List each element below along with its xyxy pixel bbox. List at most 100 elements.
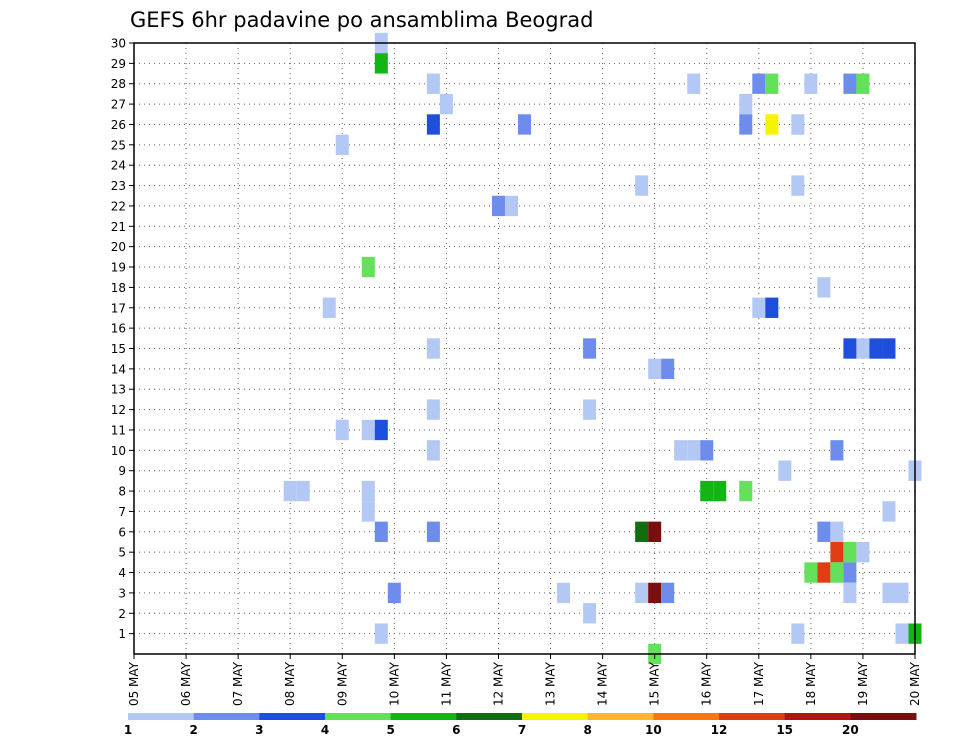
colorbar-label: 5 [386,723,394,737]
x-tick-label: 20 MAY [908,661,922,706]
data-cell [583,399,597,420]
data-cell [426,440,440,461]
data-cell [830,541,844,563]
x-tick-label: 16 MAY [700,661,714,706]
data-cell [856,541,870,563]
y-tick-label: 10 [111,444,126,458]
data-cell [739,480,753,502]
data-cell [674,440,688,461]
data-cell [856,73,870,94]
y-tick-label: 22 [111,199,126,213]
data-cell [374,521,388,542]
data-cell [713,480,727,502]
data-cell [687,440,701,461]
data-cell [361,256,375,278]
y-tick-label: 15 [111,342,126,356]
data-cell [804,562,818,583]
colorbar-label: 8 [583,723,591,737]
colorbar-label: 7 [518,723,526,737]
data-cell [583,603,597,624]
data-cell [648,358,662,380]
y-tick-label: 5 [118,546,126,560]
data-cell [361,480,375,502]
data-cell [739,114,753,135]
colorbar-swatch [325,713,392,720]
x-tick-label: 19 MAY [856,661,870,706]
data-cell [557,582,571,604]
data-cell [830,521,844,542]
y-tick-label: 25 [111,138,126,152]
data-cell [700,480,714,502]
colorbar-swatch [456,713,523,720]
data-cell [426,338,440,359]
y-tick-label: 18 [111,281,126,295]
data-cell [426,399,440,420]
data-cell [882,338,896,359]
data-cell [283,480,297,502]
data-cell [830,440,844,461]
data-cell [426,521,440,542]
x-tick-label: 07 MAY [231,661,245,706]
data-cell [648,582,662,604]
x-axis: 05 MAY 06 MAY 07 MAY 08 MAY 09 MAY 10 MAY 11 M… [127,654,922,706]
colorbar-label: 1 [124,723,132,737]
y-tick-label: 27 [111,98,126,112]
data-cell [843,73,857,94]
y-tick-label: 23 [111,179,126,193]
data-cell [426,114,440,135]
data-cell [504,195,518,217]
data-cell [895,582,909,604]
colorbar-swatch [522,713,589,720]
y-tick-label: 6 [118,525,126,539]
data-cell [635,175,649,196]
data-cell [817,562,831,583]
data-cell [869,338,883,359]
colorbar-swatch [390,713,457,720]
y-tick-label: 29 [111,57,126,71]
y-tick-label: 4 [118,566,126,580]
y-tick-label: 9 [118,464,126,478]
colorbar-label: 6 [452,723,460,737]
data-cell [791,114,805,135]
data-cell [752,73,766,94]
data-cells [283,32,922,665]
data-cell [895,623,909,644]
data-cell [882,501,896,522]
data-cell [765,297,779,318]
colorbar-label: 12 [711,723,728,737]
y-tick-label: 11 [111,423,126,437]
data-cell [387,582,401,604]
data-cell [491,195,505,217]
colorbar-swatch [587,713,654,720]
y-tick-label: 30 [111,37,126,51]
data-cell [335,419,349,441]
data-cell [765,114,779,135]
y-tick-label: 1 [118,627,126,641]
data-cell [765,73,779,94]
x-tick-label: 15 MAY [648,661,662,706]
data-cell [791,623,805,644]
data-cell [361,501,375,522]
data-cell [361,419,375,441]
colorbar-label: 2 [189,723,197,737]
y-tick-label: 26 [111,118,126,132]
data-cell [817,277,831,298]
data-cell [661,358,675,380]
colorbar-swatch [850,713,917,720]
colorbar-label: 4 [321,723,329,737]
data-cell [791,175,805,196]
data-cell [843,338,857,359]
y-tick-label: 13 [111,383,126,397]
data-cell [882,582,896,604]
x-tick-label: 10 MAY [387,661,401,706]
data-cell [856,338,870,359]
data-cell [322,297,336,318]
colorbar-swatch [653,713,720,720]
y-tick-label: 28 [111,77,126,91]
data-cell [843,562,857,583]
data-cell [752,297,766,318]
x-tick-label: 06 MAY [179,661,193,706]
data-cell [739,93,753,115]
y-tick-label: 2 [118,607,126,621]
